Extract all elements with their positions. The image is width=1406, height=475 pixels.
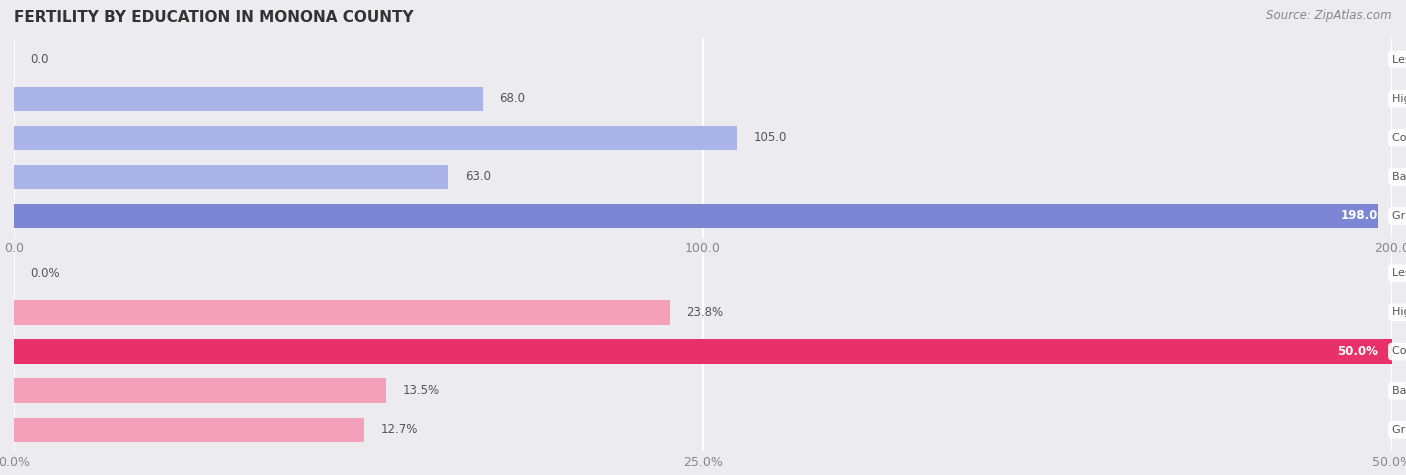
Text: 63.0: 63.0 bbox=[464, 171, 491, 183]
Bar bbox=[14, 339, 1392, 364]
Text: FERTILITY BY EDUCATION IN MONONA COUNTY: FERTILITY BY EDUCATION IN MONONA COUNTY bbox=[14, 10, 413, 25]
Text: 0.0%: 0.0% bbox=[31, 267, 60, 280]
Text: 50.0%: 50.0% bbox=[1337, 345, 1378, 358]
Bar bbox=[14, 165, 449, 189]
Text: Less than High School: Less than High School bbox=[1392, 268, 1406, 278]
Text: 0.0: 0.0 bbox=[31, 53, 49, 66]
Text: 105.0: 105.0 bbox=[754, 131, 787, 144]
Text: Less than High School: Less than High School bbox=[1392, 55, 1406, 65]
Text: Bachelor's Degree: Bachelor's Degree bbox=[1392, 172, 1406, 182]
Text: 13.5%: 13.5% bbox=[402, 384, 440, 397]
Text: College or Associate's Degree: College or Associate's Degree bbox=[1392, 133, 1406, 143]
Bar bbox=[14, 379, 387, 403]
Text: 12.7%: 12.7% bbox=[381, 423, 418, 436]
Bar bbox=[14, 125, 738, 150]
Text: 68.0: 68.0 bbox=[499, 92, 524, 105]
Bar bbox=[14, 418, 364, 442]
Text: Source: ZipAtlas.com: Source: ZipAtlas.com bbox=[1267, 10, 1392, 22]
Text: High School Diploma: High School Diploma bbox=[1392, 307, 1406, 317]
Text: 198.0: 198.0 bbox=[1341, 209, 1378, 222]
Text: High School Diploma: High School Diploma bbox=[1392, 94, 1406, 104]
Text: Graduate Degree: Graduate Degree bbox=[1392, 211, 1406, 221]
Text: College or Associate's Degree: College or Associate's Degree bbox=[1392, 346, 1406, 357]
Text: 23.8%: 23.8% bbox=[686, 306, 724, 319]
Bar bbox=[14, 300, 669, 324]
Text: Graduate Degree: Graduate Degree bbox=[1392, 425, 1406, 435]
Bar bbox=[14, 86, 482, 111]
Bar bbox=[14, 204, 1378, 228]
Text: Bachelor's Degree: Bachelor's Degree bbox=[1392, 386, 1406, 396]
